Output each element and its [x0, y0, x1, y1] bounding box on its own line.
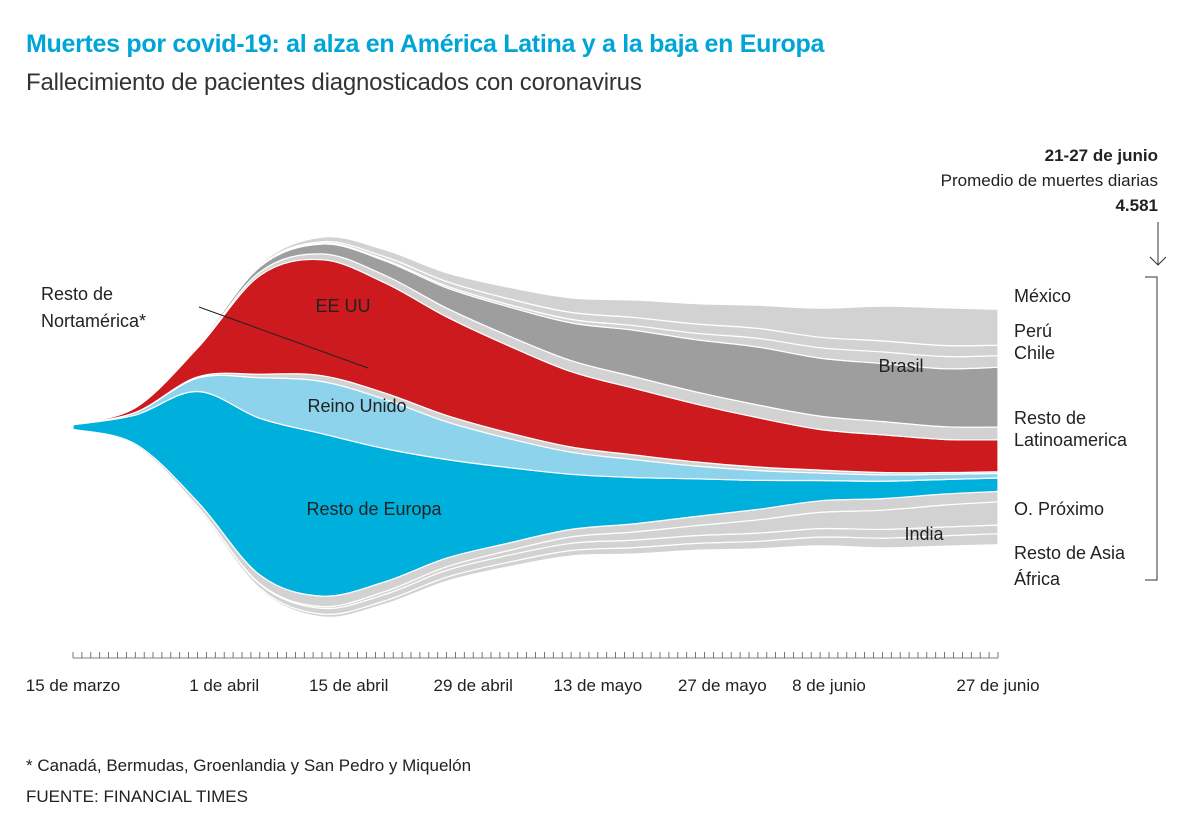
- footnote: * Canadá, Bermudas, Groenlandia y San Pe…: [26, 756, 472, 775]
- x-tick-label: 27 de junio: [956, 676, 1039, 695]
- label-india: India: [904, 524, 944, 544]
- chart-title: Muertes por covid-19: al alza en América…: [26, 30, 825, 58]
- x-tick-label: 13 de mayo: [553, 676, 642, 695]
- right-label-resto-latinoamerica-2: Latinoamerica: [1014, 430, 1128, 450]
- x-tick-label: 27 de mayo: [678, 676, 767, 695]
- right-label-chile: Chile: [1014, 343, 1055, 363]
- label-reino-unido: Reino Unido: [307, 396, 406, 416]
- right-label-oproximo: O. Próximo: [1014, 499, 1104, 519]
- right-label-africa: África: [1014, 569, 1061, 589]
- label-eeuu: EE UU: [315, 296, 370, 316]
- label-resto-europa: Resto de Europa: [306, 499, 442, 519]
- label-brasil: Brasil: [878, 356, 923, 376]
- source: FUENTE: FINANCIAL TIMES: [26, 787, 248, 806]
- callout-leader-line: [198, 306, 369, 369]
- down-arrow-icon: [1149, 222, 1167, 266]
- callout-line-2: Nortamérica*: [41, 311, 146, 331]
- x-axis: 15 de marzo 1 de abril 15 de abril 29 de ab…: [26, 652, 1040, 695]
- right-label-resto-latinoamerica: Resto de Latinoamerica: [1014, 408, 1128, 450]
- x-tick-label: 29 de abril: [434, 676, 513, 695]
- annotation-period: 21-27 de junio: [1045, 146, 1158, 165]
- callout-line-1: Resto de: [41, 284, 113, 304]
- annotation-value: 4.581: [1115, 196, 1158, 215]
- total-bracket: [1145, 276, 1158, 581]
- right-label-peru: Perú: [1014, 321, 1052, 341]
- x-tick-label: 1 de abril: [189, 676, 259, 695]
- x-tick-label: 8 de junio: [792, 676, 866, 695]
- right-label-resto-asia: Resto de Asia: [1014, 543, 1126, 563]
- x-tick-label: 15 de marzo: [26, 676, 121, 695]
- callout-resto-nortamerica: Resto de Nortamérica*: [41, 284, 146, 331]
- stream-areas: [72, 236, 999, 618]
- area-méxico: [72, 236, 999, 425]
- x-tick-label: 15 de abril: [309, 676, 388, 695]
- right-label-resto-latinoamerica-1: Resto de: [1014, 408, 1086, 428]
- chart-subtitle: Fallecimiento de pacientes diagnosticado…: [26, 69, 642, 96]
- right-label-mexico: México: [1014, 286, 1071, 306]
- annotation-label: Promedio de muertes diarias: [941, 171, 1158, 190]
